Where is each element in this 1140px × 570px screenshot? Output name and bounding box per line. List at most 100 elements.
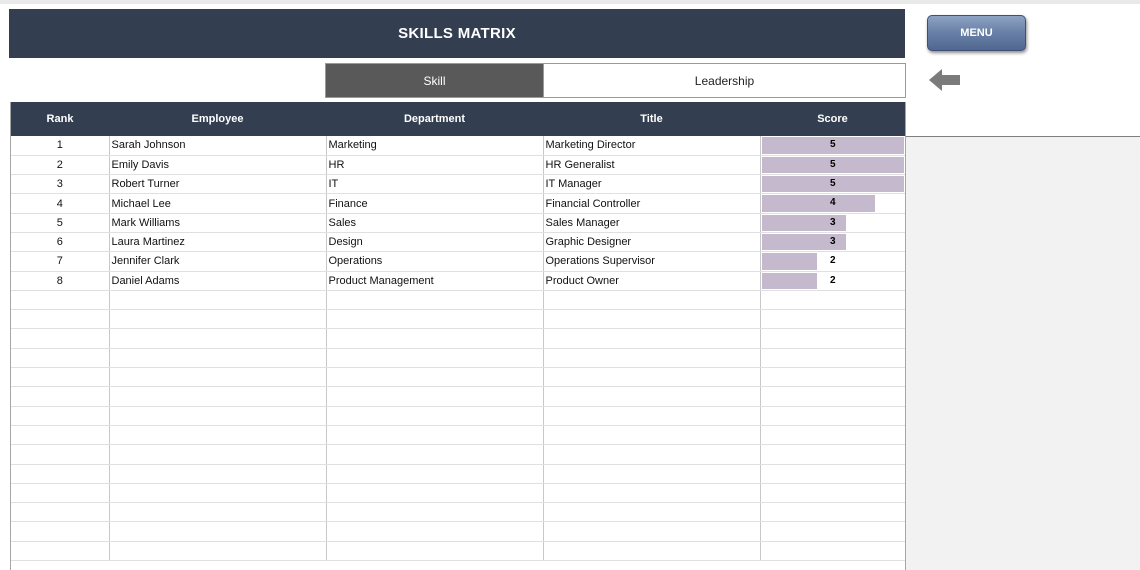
rank-cell[interactable]: [11, 464, 110, 484]
employee-cell[interactable]: [109, 386, 327, 407]
score-cell[interactable]: [760, 464, 905, 484]
tab-leadership[interactable]: Leadership: [543, 64, 905, 97]
score-cell[interactable]: 5: [760, 136, 905, 156]
title-cell[interactable]: [543, 309, 761, 330]
employee-cell[interactable]: Laura Martinez: [109, 232, 327, 253]
title-cell[interactable]: [543, 290, 761, 311]
rank-cell[interactable]: [11, 367, 110, 388]
title-cell[interactable]: [543, 444, 761, 465]
score-cell[interactable]: [760, 541, 905, 562]
department-cell[interactable]: Operations: [326, 251, 544, 272]
title-cell[interactable]: Sales Manager: [543, 213, 761, 233]
rank-cell[interactable]: 6: [11, 232, 110, 253]
department-cell[interactable]: [326, 444, 544, 465]
department-cell[interactable]: Product Management: [326, 271, 544, 291]
department-cell[interactable]: [326, 309, 544, 330]
rank-cell[interactable]: 3: [11, 174, 110, 195]
score-cell[interactable]: 2: [760, 251, 905, 272]
score-cell[interactable]: [760, 444, 905, 465]
rank-cell[interactable]: [11, 483, 110, 504]
employee-cell[interactable]: Robert Turner: [109, 174, 327, 195]
employee-cell[interactable]: Sarah Johnson: [109, 136, 327, 156]
column-header-department[interactable]: Department: [326, 102, 543, 136]
title-cell[interactable]: [543, 406, 761, 426]
column-header-employee[interactable]: Employee: [109, 102, 326, 136]
department-cell[interactable]: [326, 464, 544, 484]
rank-cell[interactable]: [11, 541, 110, 562]
department-cell[interactable]: [326, 502, 544, 523]
employee-cell[interactable]: Emily Davis: [109, 155, 327, 176]
department-cell[interactable]: Finance: [326, 193, 544, 214]
score-cell[interactable]: [760, 521, 905, 542]
title-cell[interactable]: Marketing Director: [543, 136, 761, 156]
rank-cell[interactable]: 7: [11, 251, 110, 272]
employee-cell[interactable]: [109, 444, 327, 465]
employee-cell[interactable]: [109, 328, 327, 349]
score-cell[interactable]: [760, 348, 905, 369]
employee-cell[interactable]: [109, 348, 327, 369]
department-cell[interactable]: HR: [326, 155, 544, 176]
employee-cell[interactable]: Daniel Adams: [109, 271, 327, 291]
rank-cell[interactable]: [11, 348, 110, 369]
department-cell[interactable]: Marketing: [326, 136, 544, 156]
column-header-score[interactable]: Score: [760, 102, 905, 136]
title-cell[interactable]: HR Generalist: [543, 155, 761, 176]
employee-cell[interactable]: [109, 367, 327, 388]
score-cell[interactable]: [760, 425, 905, 446]
title-cell[interactable]: [543, 425, 761, 446]
title-cell[interactable]: [543, 328, 761, 349]
score-cell[interactable]: [760, 328, 905, 349]
score-cell[interactable]: [760, 290, 905, 311]
employee-cell[interactable]: [109, 483, 327, 504]
rank-cell[interactable]: [11, 309, 110, 330]
employee-cell[interactable]: [109, 406, 327, 426]
rank-cell[interactable]: 5: [11, 213, 110, 233]
score-cell[interactable]: [760, 483, 905, 504]
rank-cell[interactable]: [11, 521, 110, 542]
title-cell[interactable]: [543, 521, 761, 542]
rank-cell[interactable]: 1: [11, 136, 110, 156]
department-cell[interactable]: [326, 521, 544, 542]
department-cell[interactable]: [326, 425, 544, 446]
rank-cell[interactable]: [11, 328, 110, 349]
title-cell[interactable]: Graphic Designer: [543, 232, 761, 253]
department-cell[interactable]: [326, 386, 544, 407]
score-cell[interactable]: [760, 309, 905, 330]
employee-cell[interactable]: [109, 464, 327, 484]
score-cell[interactable]: 4: [760, 193, 905, 214]
rank-cell[interactable]: [11, 425, 110, 446]
employee-cell[interactable]: [109, 521, 327, 542]
tab-skill[interactable]: Skill: [326, 64, 543, 97]
department-cell[interactable]: [326, 541, 544, 562]
score-cell[interactable]: 5: [760, 174, 905, 195]
employee-cell[interactable]: [109, 290, 327, 311]
score-cell[interactable]: 5: [760, 155, 905, 176]
title-cell[interactable]: [543, 348, 761, 369]
title-cell[interactable]: [543, 367, 761, 388]
department-cell[interactable]: [326, 348, 544, 369]
department-cell[interactable]: [326, 328, 544, 349]
left-arrow-icon[interactable]: [929, 68, 961, 92]
title-cell[interactable]: [543, 541, 761, 562]
score-cell[interactable]: 3: [760, 232, 905, 253]
title-cell[interactable]: [543, 502, 761, 523]
title-cell[interactable]: [543, 464, 761, 484]
title-cell[interactable]: Product Owner: [543, 271, 761, 291]
rank-cell[interactable]: [11, 386, 110, 407]
department-cell[interactable]: [326, 483, 544, 504]
rank-cell[interactable]: [11, 444, 110, 465]
title-cell[interactable]: Operations Supervisor: [543, 251, 761, 272]
rank-cell[interactable]: [11, 406, 110, 426]
department-cell[interactable]: [326, 290, 544, 311]
employee-cell[interactable]: [109, 502, 327, 523]
title-cell[interactable]: [543, 483, 761, 504]
employee-cell[interactable]: [109, 425, 327, 446]
department-cell[interactable]: [326, 406, 544, 426]
score-cell[interactable]: [760, 367, 905, 388]
menu-button[interactable]: MENU: [927, 15, 1026, 51]
score-cell[interactable]: 2: [760, 271, 905, 291]
department-cell[interactable]: Design: [326, 232, 544, 253]
score-cell[interactable]: [760, 502, 905, 523]
score-cell[interactable]: 3: [760, 213, 905, 233]
column-header-rank[interactable]: Rank: [11, 102, 109, 136]
